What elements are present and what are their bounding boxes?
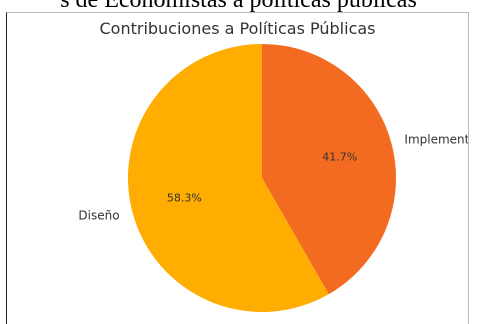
pie-slice-2 xyxy=(127,44,329,312)
pie-percent-label-1: 41.7% xyxy=(322,150,357,163)
pie-category-label-2: Diseño xyxy=(78,209,119,223)
document-caption: s de Economistas a políticas públicas xyxy=(60,0,417,13)
pie-slice-1 xyxy=(262,44,396,295)
pie-chart: 41.7% Implement 58.3% Diseño xyxy=(78,44,469,312)
pie-category-label-1: Implement xyxy=(404,132,469,146)
figure-box: Contribuciones a Políticas Públicas 41.7… xyxy=(6,12,469,324)
chart-title: Contribuciones a Políticas Públicas xyxy=(99,19,376,38)
pie-percent-label-2: 58.3% xyxy=(167,192,202,205)
